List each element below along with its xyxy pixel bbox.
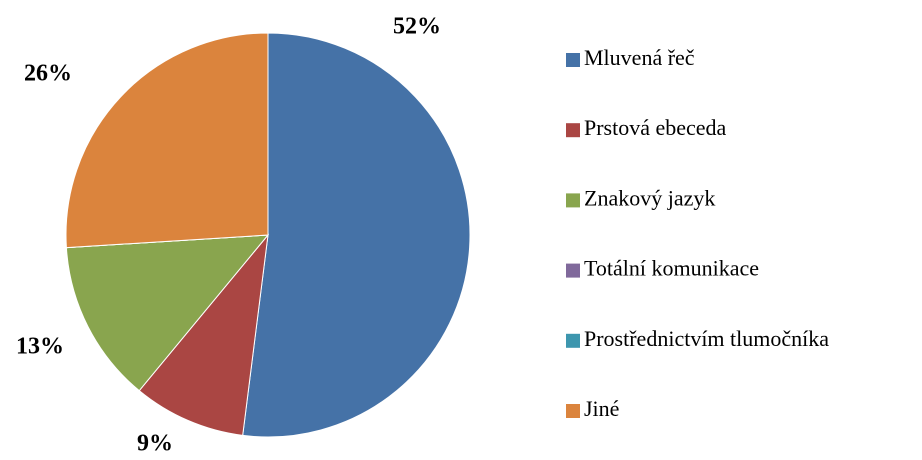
legend-swatch bbox=[566, 333, 580, 348]
pie-slice bbox=[138, 233, 269, 436]
pie-slice bbox=[242, 32, 471, 438]
data-label: 26% bbox=[24, 61, 72, 87]
data-label: 9% bbox=[137, 431, 173, 457]
legend-label: Jiné bbox=[584, 396, 619, 421]
legend-swatch bbox=[566, 123, 580, 138]
legend-swatch bbox=[566, 53, 580, 67]
pie-slice bbox=[65, 32, 269, 249]
data-label: 52% bbox=[393, 14, 441, 40]
legend-label: Totální komunikace bbox=[584, 256, 759, 281]
legend-label: Prostřednictvím tlumočníka bbox=[584, 326, 829, 351]
legend-swatch bbox=[566, 404, 580, 418]
legend-label: Znakový jazyk bbox=[584, 185, 715, 210]
legend-label: Prstová ebeceda bbox=[584, 115, 727, 140]
legend-swatch bbox=[566, 263, 580, 278]
data-label: 13% bbox=[16, 334, 64, 360]
legend-swatch bbox=[566, 193, 580, 208]
legend-label: Mluvená řeč bbox=[584, 45, 695, 70]
pie-slice bbox=[65, 234, 270, 392]
